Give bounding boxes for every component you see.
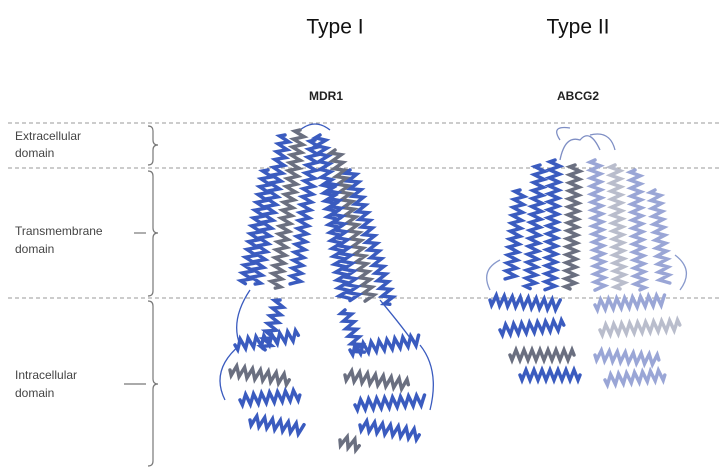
helix <box>605 163 630 291</box>
helix <box>560 163 585 291</box>
helix <box>248 411 306 439</box>
brace <box>147 170 159 297</box>
helix <box>508 345 576 365</box>
brace <box>147 300 159 467</box>
domain-label: Extracellular <box>15 129 81 143</box>
helix <box>625 168 650 292</box>
helix <box>286 138 324 286</box>
helix <box>518 365 582 385</box>
domain-label: domain <box>15 146 54 160</box>
helix <box>348 331 421 360</box>
helix <box>498 315 566 340</box>
helix <box>593 345 661 370</box>
helix <box>358 416 421 445</box>
type-label: Type II <box>546 16 609 39</box>
helix <box>343 366 411 394</box>
helix <box>336 308 367 354</box>
helix <box>488 290 562 315</box>
helix <box>246 133 294 286</box>
helix <box>520 163 550 291</box>
domain-label: domain <box>15 386 54 400</box>
loops <box>219 123 687 411</box>
domain-label: domain <box>15 242 54 256</box>
type-label: Type I <box>306 16 363 39</box>
protein-name: MDR1 <box>309 89 343 103</box>
helix <box>341 168 398 306</box>
domain-label: Intracellular <box>15 368 77 382</box>
helix <box>338 432 361 455</box>
helix <box>501 188 529 281</box>
helix <box>603 365 667 390</box>
helix <box>238 385 302 410</box>
helix <box>645 188 674 285</box>
domain-label: Transmembrane <box>15 224 103 238</box>
protein-name: ABCG2 <box>557 89 599 103</box>
helix <box>310 133 354 301</box>
helix <box>326 148 379 303</box>
brace <box>147 125 159 166</box>
helix <box>353 390 427 415</box>
helix <box>585 158 610 292</box>
helix <box>256 298 288 352</box>
helix <box>236 168 277 286</box>
helix <box>598 315 682 340</box>
helix <box>540 158 565 292</box>
helix <box>266 128 309 290</box>
helix <box>593 290 667 315</box>
helix <box>320 178 364 303</box>
helix <box>228 361 291 390</box>
